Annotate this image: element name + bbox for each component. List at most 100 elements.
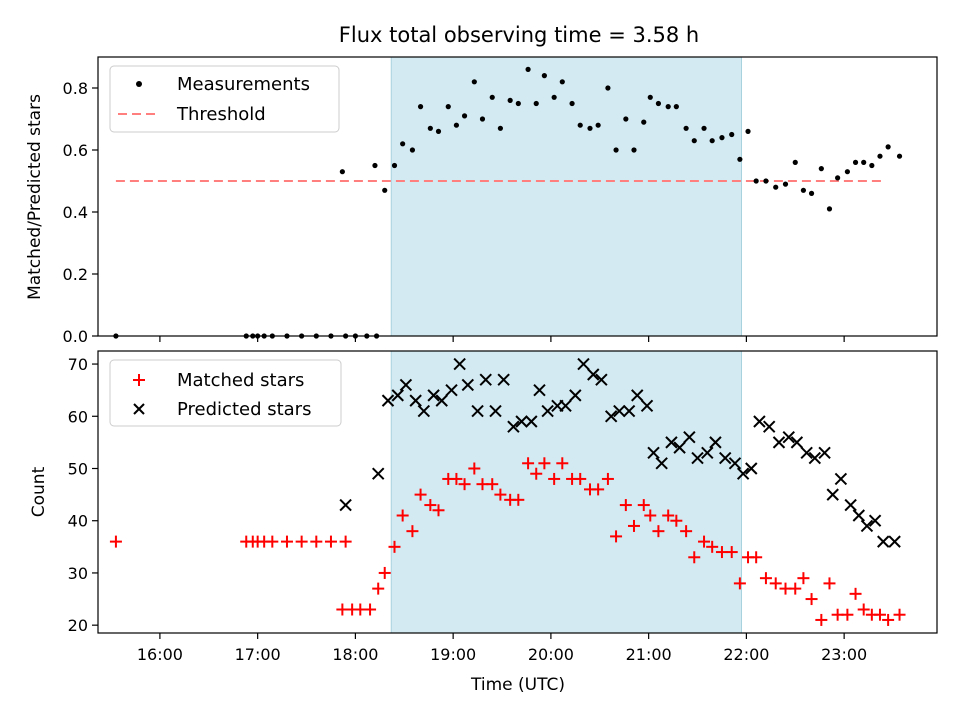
- predicted-star-point: [736, 467, 750, 480]
- predicted-star-point: [471, 404, 484, 418]
- predicted-star-points: [339, 357, 901, 548]
- measurement-point: [631, 147, 637, 153]
- predicted-star-point: [762, 420, 776, 433]
- measurement-point: [709, 138, 715, 144]
- predicted-star-point: [507, 420, 520, 433]
- predicted-star-point: [417, 404, 431, 418]
- matched-star-point: [769, 577, 782, 590]
- top-shaded-interval: [390, 56, 743, 337]
- measurement-point: [641, 119, 647, 125]
- bottom-panel: 20 30 40 50 60 70 16:00 17:00 18:00 19:00 20:00 21…: [29, 350, 938, 695]
- measurement-point: [372, 162, 378, 169]
- matched-star-point: [432, 504, 445, 517]
- measurement-point: [400, 141, 406, 147]
- measurement-point: [533, 100, 539, 107]
- matched-star-point: [698, 535, 711, 548]
- matched-star-point: [378, 566, 391, 579]
- measurement-point: [461, 113, 468, 119]
- matched-star-point: [882, 613, 895, 626]
- measurement-point: [885, 144, 891, 150]
- x-axis-label: Time (UTC): [470, 675, 565, 695]
- matched-star-point: [873, 608, 886, 621]
- measurement-point: [729, 131, 735, 138]
- predicted-star-point: [772, 436, 786, 449]
- matched-legend-label: Matched stars: [177, 370, 304, 391]
- y-tick-label: 0.2: [63, 265, 88, 284]
- predicted-star-point: [569, 389, 582, 402]
- predicted-legend-marker: [133, 403, 145, 415]
- predicted-star-point: [818, 446, 831, 460]
- matched-star-point: [849, 587, 862, 600]
- matched-star-point: [396, 509, 409, 522]
- y-tick-label: 40: [68, 512, 88, 531]
- predicted-star-point: [541, 404, 554, 418]
- y-tick-label: 20: [68, 616, 88, 635]
- predicted-star-point: [834, 472, 848, 486]
- matched-legend-marker: [133, 374, 145, 386]
- predicted-star-point: [640, 399, 654, 413]
- predicted-star-point: [877, 535, 890, 548]
- y-tick-label: 30: [68, 564, 88, 583]
- predicted-star-point: [844, 498, 857, 512]
- y-tick-label: 60: [68, 407, 88, 426]
- measurements-legend-marker: [136, 81, 142, 87]
- predicted-star-point: [808, 451, 822, 465]
- top-axes-frame: [97, 56, 938, 337]
- y-tick-label: 70: [68, 355, 88, 374]
- measurement-point: [673, 104, 679, 110]
- measurement-point: [773, 184, 779, 190]
- y-tick-label: 0.6: [63, 141, 88, 160]
- predicted-star-point: [479, 373, 492, 386]
- bottom-shaded-interval: [390, 350, 743, 634]
- matched-star-point: [725, 546, 738, 559]
- predicted-star-point: [533, 383, 546, 397]
- matched-star-point: [680, 525, 693, 538]
- predicted-star-point: [852, 509, 866, 522]
- matched-star-point: [468, 462, 481, 475]
- matched-star-point: [574, 472, 587, 485]
- matched-star-point: [637, 499, 650, 512]
- predicted-star-point: [826, 488, 839, 501]
- measurement-point: [800, 187, 807, 193]
- predicted-star-point: [604, 410, 618, 423]
- matched-star-point: [789, 582, 802, 595]
- measurement-point: [551, 94, 557, 100]
- measurement-point: [613, 147, 619, 153]
- predicted-star-point: [728, 457, 742, 470]
- measurement-point: [471, 79, 477, 85]
- measurement-point: [665, 104, 671, 110]
- matched-star-point: [610, 530, 623, 543]
- matched-star-point: [706, 540, 719, 553]
- matched-star-point: [797, 572, 810, 585]
- measurement-point: [489, 94, 495, 100]
- matched-star-point: [364, 603, 377, 616]
- top-legend: Measurements Threshold: [109, 65, 340, 133]
- measurement-point: [479, 116, 486, 122]
- predicted-star-point: [647, 446, 660, 460]
- predicted-star-point: [860, 519, 874, 533]
- measurement-point: [655, 100, 662, 107]
- predicted-star-point: [613, 404, 626, 418]
- matched-star-point: [750, 551, 763, 564]
- predicted-star-point: [868, 514, 882, 527]
- measurement-point: [525, 66, 531, 72]
- measurement-point: [861, 159, 867, 165]
- measurement-point: [835, 175, 841, 181]
- matched-star-point: [893, 608, 906, 621]
- y-tick-label: 50: [68, 460, 88, 479]
- measurement-point: [339, 169, 345, 175]
- measurement-point: [515, 100, 521, 107]
- matched-star-point: [733, 577, 746, 590]
- y-tick-label: 0.8: [63, 79, 88, 98]
- predicted-star-point: [453, 357, 466, 371]
- bottom-legend-box: [109, 359, 342, 427]
- measurement-point: [605, 85, 611, 91]
- matched-star-point: [548, 472, 561, 485]
- measurement-point: [417, 104, 424, 110]
- matched-star-point: [601, 472, 614, 485]
- top-y-axis-label: Matched/Predicted stars: [25, 94, 45, 300]
- predicted-star-point: [691, 451, 704, 465]
- x-tick-label: 21:00: [626, 645, 672, 664]
- matched-star-point: [494, 488, 507, 501]
- measurement-point: [435, 128, 442, 134]
